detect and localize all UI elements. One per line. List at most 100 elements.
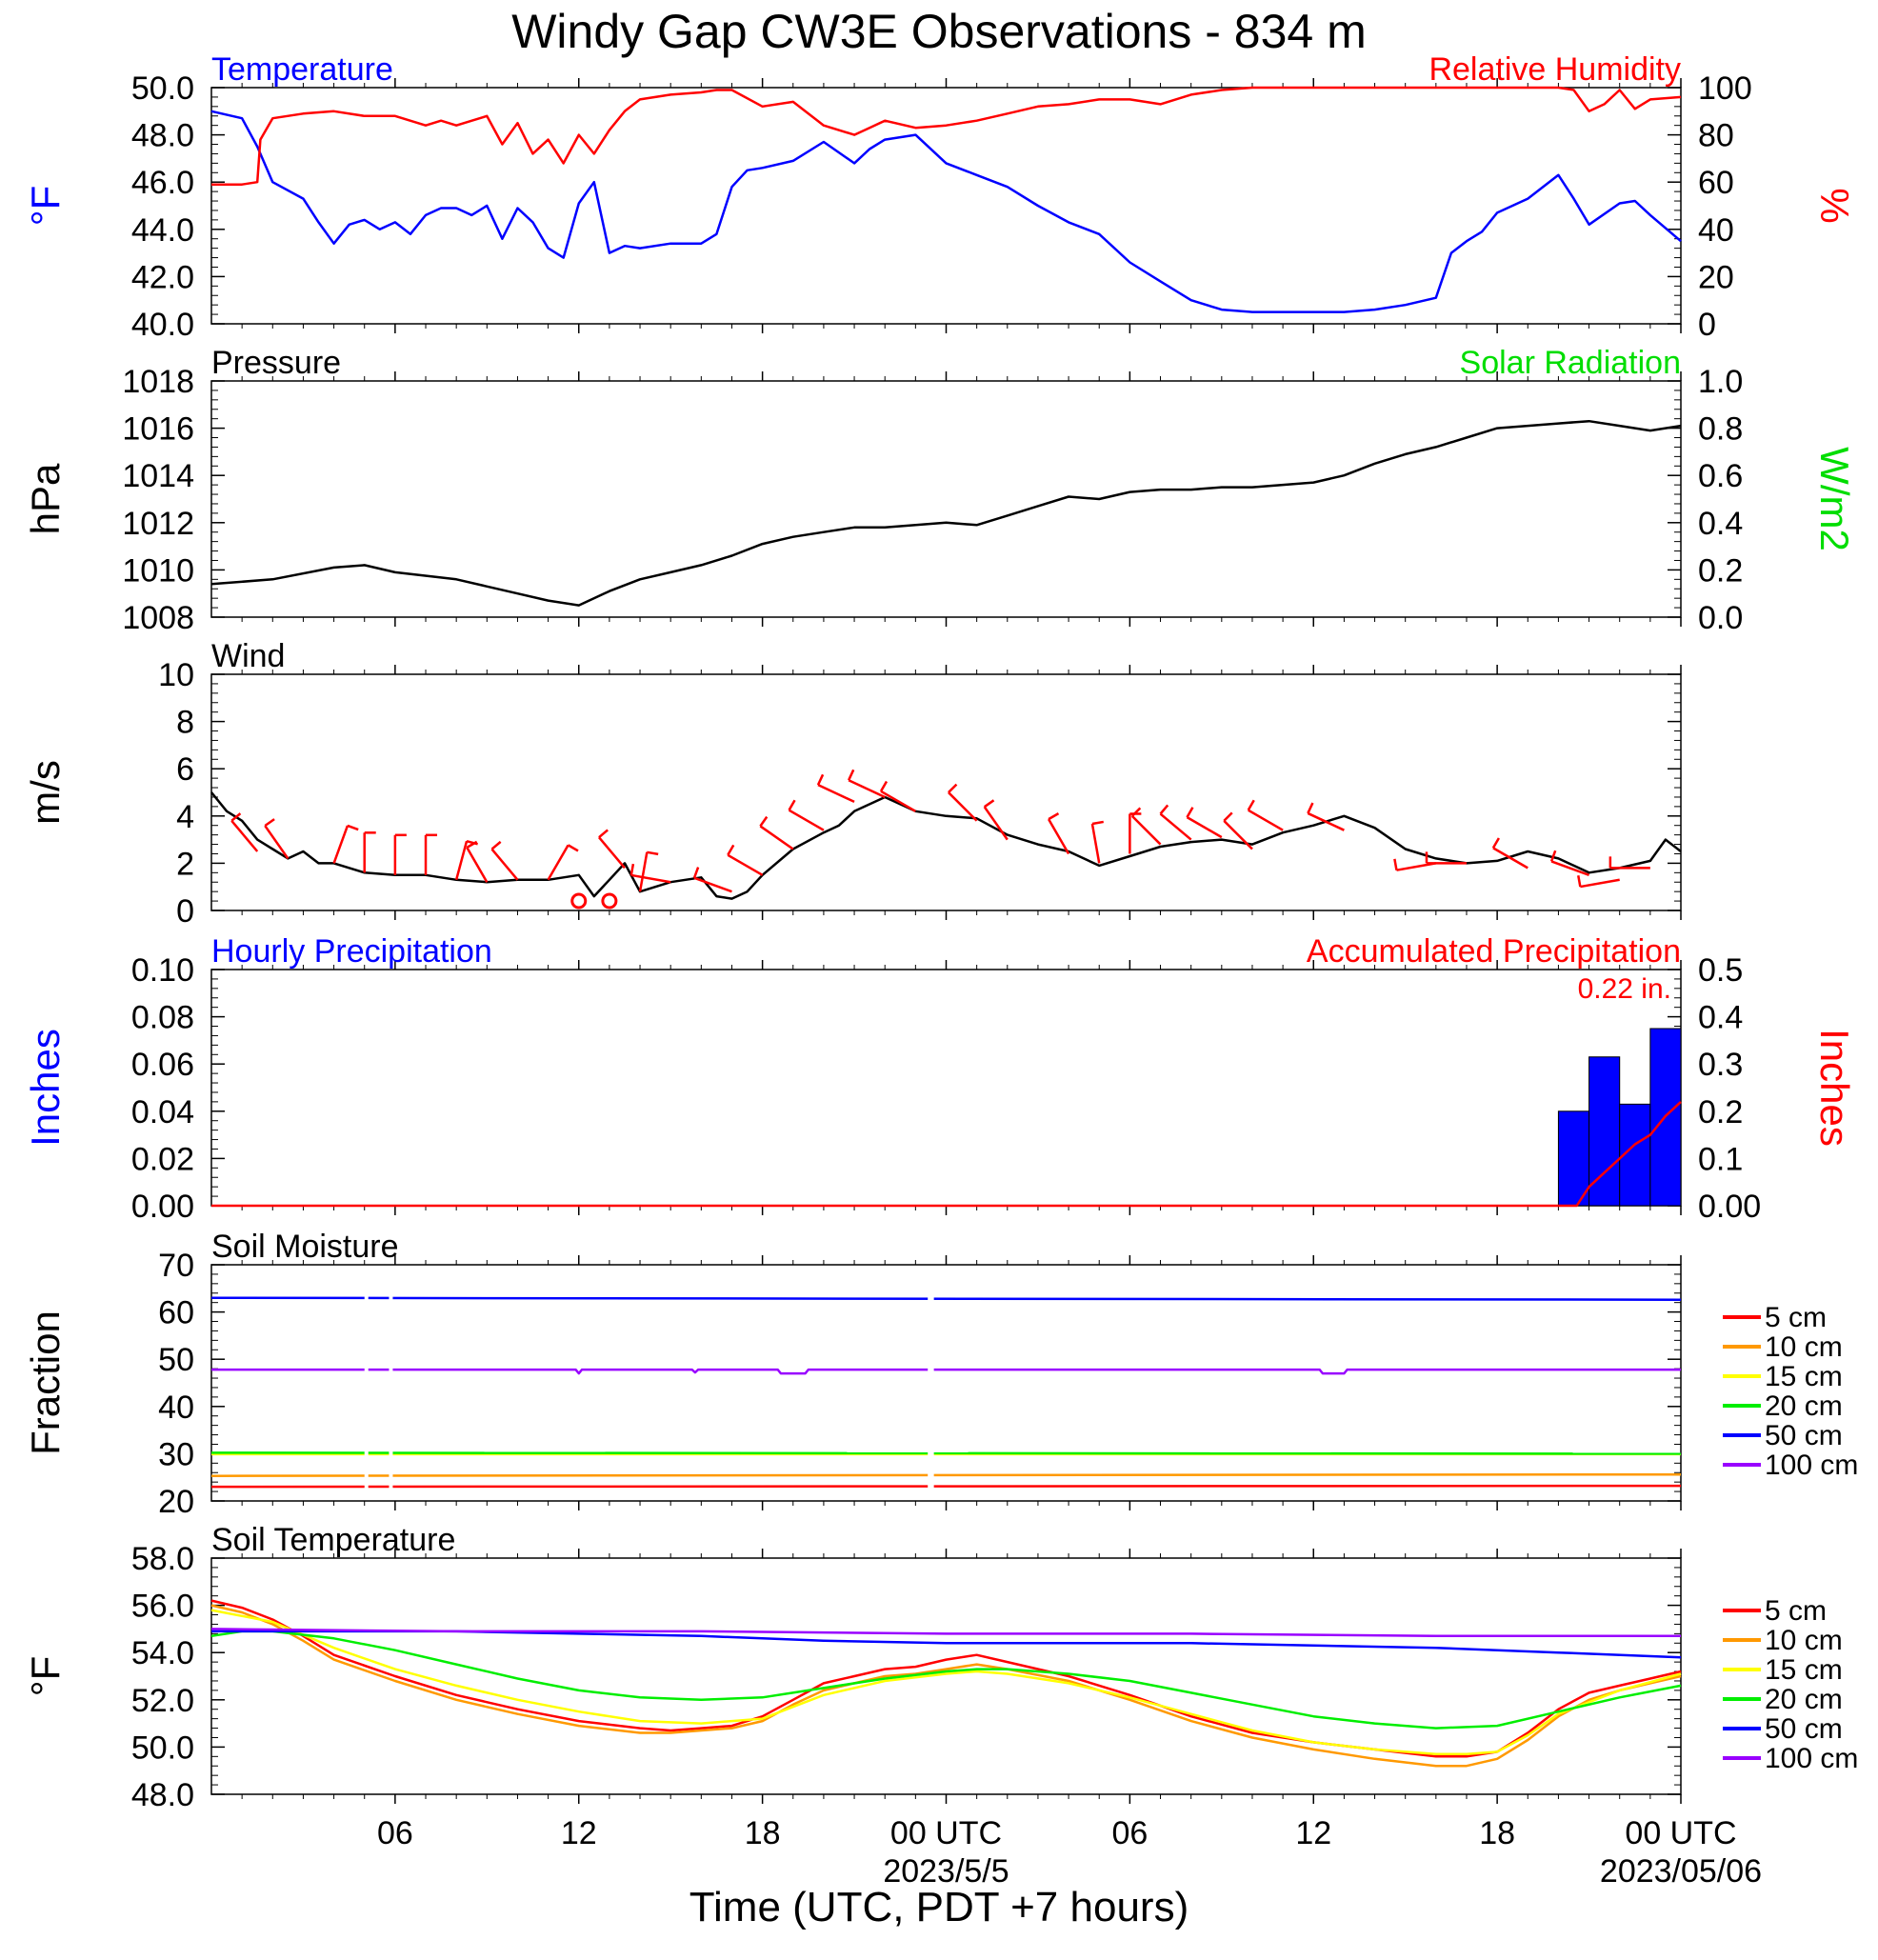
panel-title-left: Wind	[211, 638, 285, 674]
y-tick-label-left: 4	[176, 799, 194, 835]
y-tick-label-right: 40	[1698, 212, 1734, 249]
plot-frame	[210, 380, 1682, 618]
wind-barb	[1580, 878, 1620, 889]
wind-barb-flag	[1130, 807, 1142, 817]
wind-barb	[630, 873, 671, 884]
y-tick-label-left: 48.0	[131, 1777, 194, 1813]
y-tick-label-left: 1010	[122, 552, 194, 589]
series-relative-humidity	[211, 86, 1682, 186]
wind-barb	[332, 825, 350, 864]
wind-barb-flag	[1048, 812, 1060, 821]
wind-barb-flag	[788, 799, 796, 811]
wind-barb	[230, 820, 259, 852]
panel-wind: 0 2 4 6 8 10 Wind m/s	[23, 638, 1682, 930]
plot-frame	[210, 969, 1682, 1207]
y-axis-label-left: °F	[23, 1656, 68, 1696]
x-tick-label: 00 UTC	[890, 1815, 1002, 1851]
wind-barb-flag	[1549, 850, 1557, 862]
y-tick-label-right: 0.00	[1698, 1189, 1761, 1225]
precip-total-label: 0.22 in.	[1578, 973, 1671, 1005]
y-tick-label-left: 50.0	[131, 1730, 194, 1766]
series-wind	[210, 791, 1682, 900]
panel-precip: 0.00 0.02 0.04 0.06 0.08 0.10 0.00 0.1 0.2 0.3 0.4…	[23, 933, 1857, 1225]
wind-barb-flag	[848, 769, 855, 781]
wind-barb-flag	[1577, 875, 1582, 888]
y-tick-label-right: 0.2	[1698, 552, 1743, 589]
y-tick-label-left: 70	[158, 1248, 194, 1284]
series-15-cm	[210, 1609, 1682, 1756]
wind-barb-flag	[1393, 858, 1398, 870]
legend-label: 15 cm	[1765, 1361, 1843, 1392]
y-tick-label-left: 44.0	[131, 212, 194, 249]
y-tick-label-left: 0.08	[131, 1000, 194, 1036]
y-tick-label-left: 52.0	[131, 1683, 194, 1719]
wind-barb	[1248, 809, 1284, 831]
wind-barb	[264, 825, 290, 860]
panel-title-left: Temperature	[211, 51, 393, 88]
data-gap	[389, 1267, 393, 1499]
wind-barb	[638, 851, 649, 892]
y-tick-label-left: 58.0	[131, 1541, 194, 1577]
plot-frame	[210, 1557, 1682, 1795]
y-tick-label-left: 1008	[122, 600, 194, 636]
panel-title-right: Accumulated Precipitation	[1307, 933, 1681, 970]
wind-barb	[880, 790, 916, 812]
x-tick-label: 06	[377, 1815, 413, 1851]
series-100-cm	[210, 1628, 1681, 1638]
wind-barb	[759, 825, 794, 850]
y-tick-label-left: 50.0	[131, 70, 194, 107]
y-tick-label-right: 0.2	[1698, 1094, 1743, 1130]
wind-barb-flag	[1491, 837, 1500, 849]
wind-barb-flag	[647, 850, 659, 856]
series-temperature	[210, 110, 1682, 313]
y-tick-label-left: 56.0	[131, 1589, 194, 1625]
wind-barb-flag	[629, 863, 635, 876]
precip-bar	[1557, 1110, 1590, 1207]
data-gap	[928, 1267, 934, 1499]
wind-barb	[693, 876, 732, 893]
wind-barb	[1550, 860, 1589, 876]
y-axis-label-left: m/s	[23, 760, 68, 825]
calm-wind-marker	[570, 892, 588, 910]
y-tick-label-left: 40.0	[131, 307, 194, 343]
x-tick-label: 12	[561, 1815, 597, 1851]
legend-label: 20 cm	[1765, 1684, 1843, 1715]
y-tick-label-right: 0.0	[1698, 600, 1743, 636]
panel-soiltemp: 48.0 50.0 52.0 54.0 56.0 58.0 Soil Temperature…	[23, 1522, 1858, 1813]
y-tick-label-left: 1018	[122, 364, 194, 400]
y-tick-label-left: 20	[158, 1484, 194, 1520]
legend-label: 5 cm	[1765, 1595, 1827, 1627]
wind-barb	[1492, 847, 1528, 870]
wind-barb-flag	[727, 844, 735, 856]
wind-barb	[983, 806, 1009, 841]
y-tick-label-left: 40	[158, 1390, 194, 1426]
y-axis-label-left: Fraction	[23, 1310, 68, 1455]
y-tick-label-right: 20	[1698, 259, 1734, 295]
data-gap	[364, 1267, 369, 1499]
y-tick-label-right: 0.8	[1698, 411, 1743, 448]
y-tick-label-left: 48.0	[131, 118, 194, 154]
wind-barb	[490, 848, 519, 881]
x-tick-label: 00 UTC	[1625, 1815, 1736, 1851]
series-20-cm	[210, 1451, 1682, 1455]
y-axis-label-left: Inches	[23, 1029, 68, 1147]
panel-title-left: Soil Temperature	[211, 1522, 455, 1558]
legend-label: 50 cm	[1765, 1713, 1843, 1745]
y-axis-label-right: %	[1812, 188, 1857, 223]
legend-label: 5 cm	[1765, 1302, 1827, 1333]
wind-barb	[948, 791, 978, 822]
series-accumulated-precipitation	[211, 1100, 1682, 1208]
wind-barb-flag	[567, 844, 579, 852]
wind-barb	[788, 809, 825, 831]
legend-label: 50 cm	[1765, 1420, 1843, 1451]
series-20-cm	[210, 1630, 1682, 1730]
wind-barb-flag	[983, 799, 995, 809]
y-tick-label-right: 0	[1698, 307, 1716, 343]
panel-temp: 40.0 42.0 44.0 46.0 48.0 50.0 0 20 40 60 80 100 Temp…	[23, 51, 1857, 343]
panel-title-right: Relative Humidity	[1428, 51, 1681, 88]
y-axis-label-right: Inches	[1812, 1029, 1857, 1147]
series-10-cm	[210, 1472, 1682, 1477]
legend-label: 10 cm	[1765, 1625, 1843, 1656]
wind-barb-flag	[1307, 802, 1314, 814]
